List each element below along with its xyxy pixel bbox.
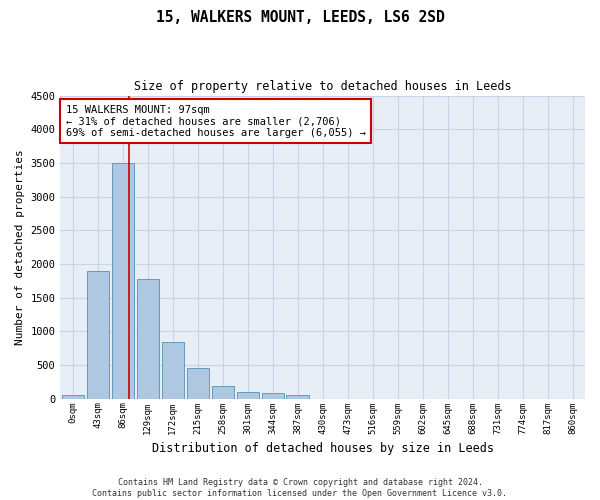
Bar — [236, 392, 259, 398]
Bar — [262, 394, 284, 398]
Bar — [161, 342, 184, 398]
Bar — [86, 270, 109, 398]
Text: 15 WALKERS MOUNT: 97sqm
← 31% of detached houses are smaller (2,706)
69% of semi: 15 WALKERS MOUNT: 97sqm ← 31% of detache… — [65, 104, 365, 138]
Bar — [212, 386, 234, 398]
Title: Size of property relative to detached houses in Leeds: Size of property relative to detached ho… — [134, 80, 512, 93]
Bar — [62, 396, 84, 398]
Text: Contains HM Land Registry data © Crown copyright and database right 2024.
Contai: Contains HM Land Registry data © Crown c… — [92, 478, 508, 498]
Bar — [187, 368, 209, 398]
Bar — [286, 396, 309, 398]
X-axis label: Distribution of detached houses by size in Leeds: Distribution of detached houses by size … — [152, 442, 494, 455]
Bar — [112, 163, 134, 398]
Text: 15, WALKERS MOUNT, LEEDS, LS6 2SD: 15, WALKERS MOUNT, LEEDS, LS6 2SD — [155, 10, 445, 25]
Y-axis label: Number of detached properties: Number of detached properties — [15, 149, 25, 345]
Bar — [137, 279, 159, 398]
